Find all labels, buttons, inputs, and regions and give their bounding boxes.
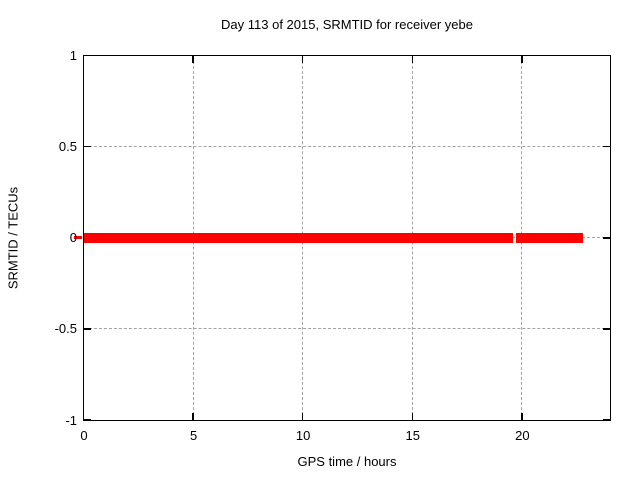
x-tick-label-20: 20 (515, 428, 530, 443)
x-tick-bottom-20 (521, 413, 523, 420)
y-tick-label--1: -1 (65, 412, 77, 428)
y-tick-label-0.5: 0.5 (58, 139, 77, 155)
y-tick-label-1: 1 (69, 48, 77, 63)
x-tick-bottom-10 (301, 413, 304, 420)
x-tick-top-20 (521, 55, 523, 63)
x-tick-top-5 (192, 55, 194, 63)
zero-tick-cap (74, 236, 82, 240)
y-tick-right--1 (602, 419, 610, 421)
y-tick-right-0 (602, 237, 610, 239)
gridline-y--0.5 (83, 328, 610, 330)
y-tick-left--0.5 (83, 328, 91, 330)
plot-area (74, 54, 611, 421)
y-axis-label: SRMTID / TECUs (5, 186, 21, 290)
y-tick-label-0: 0 (69, 230, 77, 246)
x-tick-label-15: 15 (405, 428, 420, 443)
y-tick-right-0.5 (602, 145, 610, 148)
data-line-segment-0-0 (83, 232, 514, 243)
chart-title: Day 113 of 2015, SRMTID for receiver yeb… (221, 17, 473, 32)
y-tick-right--0.5 (602, 328, 610, 330)
x-tick-label-5: 5 (189, 428, 198, 443)
y-tick-left-1 (83, 54, 91, 57)
data-line-segment-0-1 (516, 232, 584, 243)
y-tick-label--0.5: -0.5 (54, 321, 77, 337)
gridline-y-0.5 (83, 146, 610, 148)
x-tick-bottom-0 (82, 413, 85, 420)
y-tick-left-0.5 (83, 145, 91, 148)
x-tick-top-0 (82, 55, 85, 63)
y-tick-right-1 (602, 54, 610, 57)
x-axis-label: GPS time / hours (297, 454, 397, 469)
x-tick-top-15 (411, 55, 413, 63)
x-tick-label-0: 0 (80, 428, 88, 443)
y-tick-left--1 (83, 419, 91, 421)
x-tick-bottom-5 (192, 413, 194, 420)
x-tick-top-10 (301, 55, 304, 63)
x-tick-bottom-15 (411, 413, 413, 420)
x-tick-label-10: 10 (295, 428, 311, 443)
